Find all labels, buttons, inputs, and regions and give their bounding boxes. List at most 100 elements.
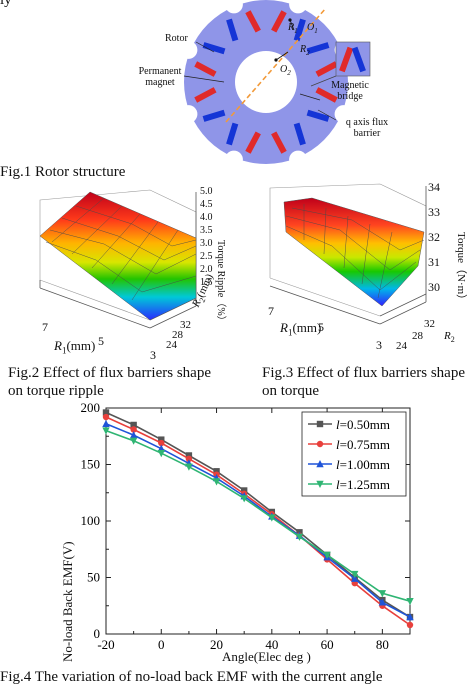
fig2-x-axis-label: R1(mm) xyxy=(54,338,96,356)
fig4-data-point xyxy=(102,413,110,421)
r2-label: R2 xyxy=(300,44,310,57)
rotor-label: Rotor xyxy=(165,33,188,44)
fig4-x-tick-label: 40 xyxy=(265,637,278,652)
permanent-magnet xyxy=(194,87,217,103)
fig3-x-axis-label: R1(mm) xyxy=(280,320,322,338)
r1-label: R1 xyxy=(288,22,298,35)
fig4-y-tick-label: 0 xyxy=(94,626,101,641)
fig4-series-line xyxy=(105,423,411,618)
fig4-x-tick-label: -20 xyxy=(97,637,114,652)
fig4-x-tick-label: 0 xyxy=(158,637,165,652)
fig4-data-point xyxy=(240,487,248,494)
permanent-magnet xyxy=(226,18,239,42)
fig4-data-point xyxy=(185,463,193,471)
fig4-data-point xyxy=(102,419,110,428)
fig4-data-point xyxy=(185,455,193,463)
fig4-data-point xyxy=(351,574,359,582)
q-axis-flux-barrier-label: q axis flux barrier xyxy=(345,117,389,139)
permanent-magnet xyxy=(245,10,261,33)
fig2-z-ticks: 5.0 4.5 4.0 3.5 3.0 2.5 2.0 1.5 xyxy=(200,186,213,288)
o1-label: O1 xyxy=(307,22,318,35)
fig4-data-point xyxy=(130,421,137,429)
rotor-notch xyxy=(224,0,243,14)
fig4-x-tick-label: 80 xyxy=(376,637,389,652)
fig4-y-tick-label: 150 xyxy=(81,457,101,472)
fig4-series-4 xyxy=(102,427,414,606)
rotor-notch xyxy=(289,150,308,169)
fig4-legend-entry: l=0.75mm xyxy=(308,437,390,452)
fig4-legend-entry: l=0.50mm xyxy=(308,417,390,432)
fig4-legend-entry: l=1.25mm xyxy=(308,477,390,492)
magnetic-bridge-inset xyxy=(310,41,371,87)
fig3-y-axis-label: R2 xyxy=(444,330,455,345)
permanent-magnet xyxy=(202,109,226,122)
fig4-legend-label: l=0.75mm xyxy=(336,437,390,452)
fig4-y-axis-label: No-load Back EMF(V) xyxy=(60,541,75,662)
fig4-data-point xyxy=(185,452,193,459)
permanent-magnet xyxy=(271,131,287,154)
magnetic-bridge-label: Magnetic bridge xyxy=(331,80,369,102)
fig3-torque-surface xyxy=(269,183,427,325)
fig3-y-tick-32: 32 xyxy=(424,318,435,330)
fig4-data-point xyxy=(406,598,414,606)
fig4-x-axis-label: Angle(Elec deg ) xyxy=(222,649,311,664)
fig2-surface xyxy=(39,191,197,321)
fig1-rotor-diagram xyxy=(179,0,371,169)
fig4-data-point xyxy=(158,439,165,447)
fig3-x-tick-5: 5 xyxy=(318,320,324,334)
fig2-x-tick-7: 7 xyxy=(42,320,48,334)
fig1-caption: Fig.1 Rotor structure xyxy=(0,164,126,180)
fig4-legend-entry: l=1.00mm xyxy=(308,457,390,472)
rotor-notch xyxy=(334,105,353,124)
fig3-z-axis-label: Torque（N·m） xyxy=(455,232,467,306)
permanent-magnet xyxy=(293,18,306,42)
fig2-y-tick-24: 24 xyxy=(166,339,177,351)
fig4-x-tick-label: 60 xyxy=(321,637,334,652)
permanent-magnet xyxy=(315,61,338,77)
fig2-z-axis-label: Torque Ripple（%） xyxy=(215,240,226,326)
fig3-caption: Fig.3 Effect of flux barriers shape on t… xyxy=(262,365,465,399)
permanent-magnet xyxy=(315,87,338,103)
permanent-magnet-label: Permanent magnet xyxy=(138,66,182,88)
fig4-data-point xyxy=(295,533,304,541)
fig3-surface-mesh xyxy=(285,204,425,299)
d-axis-line xyxy=(225,7,327,123)
fig2-x-tick-3: 3 xyxy=(150,348,156,362)
fig4-data-point xyxy=(158,436,165,443)
fig2-caption: Fig.2 Effect of flux barriers shape on t… xyxy=(8,365,211,399)
fig4-data-point xyxy=(378,590,387,598)
permanent-magnet xyxy=(293,122,306,146)
fig3-surface xyxy=(283,197,425,307)
rotor-notch xyxy=(224,150,243,169)
fig2-y-tick-28: 28 xyxy=(172,329,183,341)
permanent-magnet xyxy=(306,109,330,122)
fig4-data-point xyxy=(323,551,331,559)
fig3-y-tick-28: 28 xyxy=(412,330,423,342)
permanent-magnet xyxy=(245,131,261,154)
fig4-legend-label: l=0.50mm xyxy=(336,417,390,432)
fig4-data-point xyxy=(157,450,165,458)
rotor-shaft-hole xyxy=(235,51,297,113)
fig4-series-line xyxy=(105,429,411,602)
rotor-notch xyxy=(179,105,198,124)
permanent-magnet xyxy=(306,42,330,55)
fig4-caption: Fig.4 The variation of no-load back EMF … xyxy=(0,669,383,685)
o2-label: O2 xyxy=(280,64,291,77)
fig3-y-tick-24: 24 xyxy=(396,340,407,352)
fig3-z-ticks: 34 33 32 31 30 xyxy=(428,180,440,294)
fig4-data-point xyxy=(268,514,276,522)
fig4-data-point xyxy=(213,468,220,475)
fig2-surface-mesh xyxy=(45,197,197,301)
fig4-data-point xyxy=(102,427,110,435)
permanent-magnet xyxy=(226,122,239,146)
fig4-data-point xyxy=(129,437,138,445)
permanent-magnet xyxy=(271,10,287,33)
previous-text-fragment: ly xyxy=(0,0,12,8)
fig2-y-tick-32: 32 xyxy=(180,319,191,331)
fig2-x-tick-5: 5 xyxy=(98,334,104,348)
fig4-series-line xyxy=(105,416,411,626)
permanent-magnet xyxy=(194,61,217,77)
fig4-y-tick-label: 200 xyxy=(81,400,101,415)
fig4-y-tick-label: 50 xyxy=(87,570,100,585)
